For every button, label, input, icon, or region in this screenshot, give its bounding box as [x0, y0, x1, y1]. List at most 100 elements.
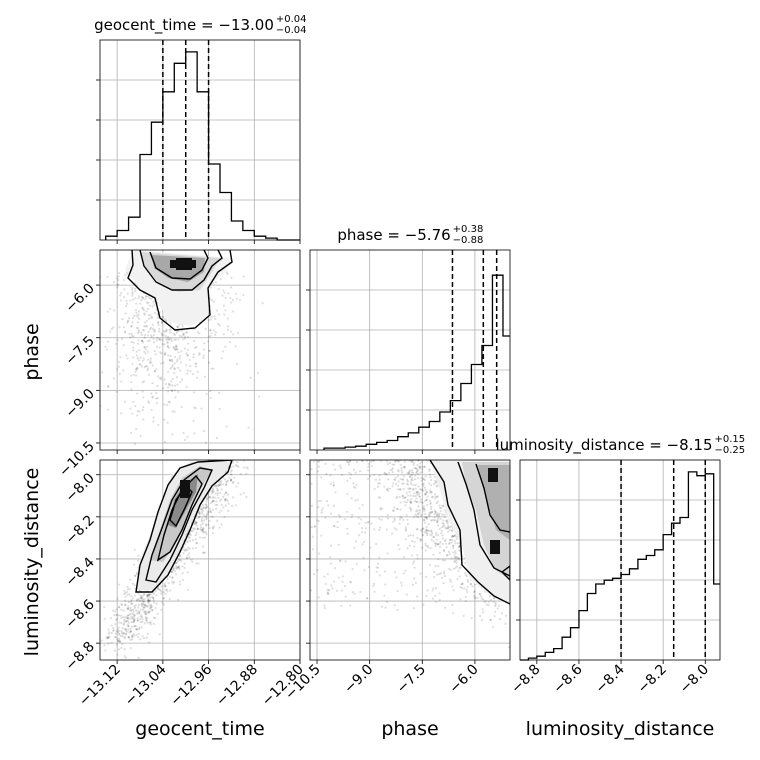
scatter-point [136, 357, 139, 360]
scatter-point [130, 332, 133, 336]
scatter-point [176, 560, 180, 563]
scatter-point [329, 474, 332, 477]
scatter-point [155, 401, 158, 405]
scatter-point [119, 291, 123, 295]
scatter-point [521, 576, 523, 578]
scatter-point [132, 613, 136, 616]
scatter-point [116, 283, 120, 286]
scatter-point [147, 330, 150, 334]
scatter-point [413, 560, 416, 563]
scatter-point [444, 606, 447, 609]
scatter-point [436, 512, 439, 515]
contour-line [169, 484, 193, 528]
scatter-point [166, 340, 169, 343]
scatter-point [204, 524, 208, 527]
scatter-point [211, 487, 214, 490]
scatter-point [129, 578, 132, 581]
scatter-point [138, 317, 141, 321]
scatter-point [428, 513, 431, 517]
scatter-point [171, 410, 174, 413]
scatter-point [396, 590, 399, 593]
scatter-point [426, 532, 429, 535]
scatter-point [218, 483, 221, 486]
scatter-point [429, 530, 433, 533]
scatter-point [392, 509, 395, 512]
scatter-point [412, 562, 415, 565]
scatter-point [361, 531, 364, 534]
scatter-point [245, 472, 248, 475]
scatter-point [383, 570, 387, 573]
scatter-point [420, 488, 423, 491]
scatter-point [147, 597, 150, 600]
scatter-point [158, 330, 161, 333]
scatter-point [118, 633, 121, 636]
scatter-point [216, 492, 219, 495]
scatter-point [116, 617, 119, 621]
scatter-point [122, 344, 125, 347]
scatter-point [70, 330, 72, 332]
scatter-point [189, 533, 192, 537]
scatter-point [120, 629, 123, 633]
scatter-point [114, 623, 117, 626]
scatter-point [455, 565, 458, 568]
scatter-point [129, 336, 132, 339]
scatter-point [412, 483, 415, 487]
scatter-point [431, 597, 434, 600]
scatter-point [214, 333, 217, 337]
scatter-point [139, 608, 142, 611]
scatter-point [232, 333, 235, 336]
scatter-point [432, 535, 436, 539]
scatter-point [494, 604, 497, 608]
scatter-point [453, 555, 456, 558]
scatter-point [442, 513, 446, 516]
scatter-point [150, 605, 154, 608]
scatter-point [125, 630, 128, 633]
scatter-point [228, 341, 232, 344]
scatter-point [145, 636, 148, 639]
scatter-point [125, 591, 129, 594]
scatter-point [414, 478, 417, 481]
scatter-point [93, 390, 95, 392]
scatter-point [160, 376, 163, 379]
scatter-point [160, 321, 163, 324]
scatter-point [323, 607, 326, 610]
scatter-point [329, 544, 333, 547]
scatter-point [205, 533, 208, 536]
scatter-point [146, 334, 150, 337]
scatter-point [397, 470, 400, 473]
scatter-point [430, 534, 433, 537]
scatter-point [325, 500, 329, 503]
scatter-point [383, 472, 386, 475]
scatter-point [435, 542, 439, 546]
scatter-point [204, 530, 207, 533]
scatter-point [143, 346, 146, 349]
scatter-point [323, 604, 326, 607]
scatter-point [447, 526, 450, 530]
scatter-point [112, 626, 115, 630]
scatter-point [180, 329, 184, 333]
scatter-point [416, 493, 419, 497]
scatter-point [135, 368, 138, 371]
scatter-point [133, 617, 136, 620]
scatter-point [147, 373, 150, 376]
scatter-point [177, 390, 180, 393]
scatter-point [215, 500, 218, 503]
scatter-point [121, 631, 124, 634]
scatter-point [511, 588, 513, 590]
scatter-point [171, 389, 174, 392]
scatter-point [232, 310, 235, 313]
scatter-point [212, 495, 215, 498]
scatter-point [132, 620, 135, 623]
scatter-point [182, 552, 185, 555]
scatter-point [521, 599, 523, 601]
scatter-point [215, 484, 219, 487]
scatter-point [136, 409, 139, 413]
scatter-point [423, 465, 426, 468]
scatter-point [398, 495, 401, 499]
scatter-point [143, 366, 146, 369]
scatter-point [438, 506, 442, 509]
scatter-point [220, 483, 223, 486]
scatter-point [453, 535, 456, 538]
scatter-point [344, 560, 347, 563]
scatter-point [310, 526, 313, 529]
